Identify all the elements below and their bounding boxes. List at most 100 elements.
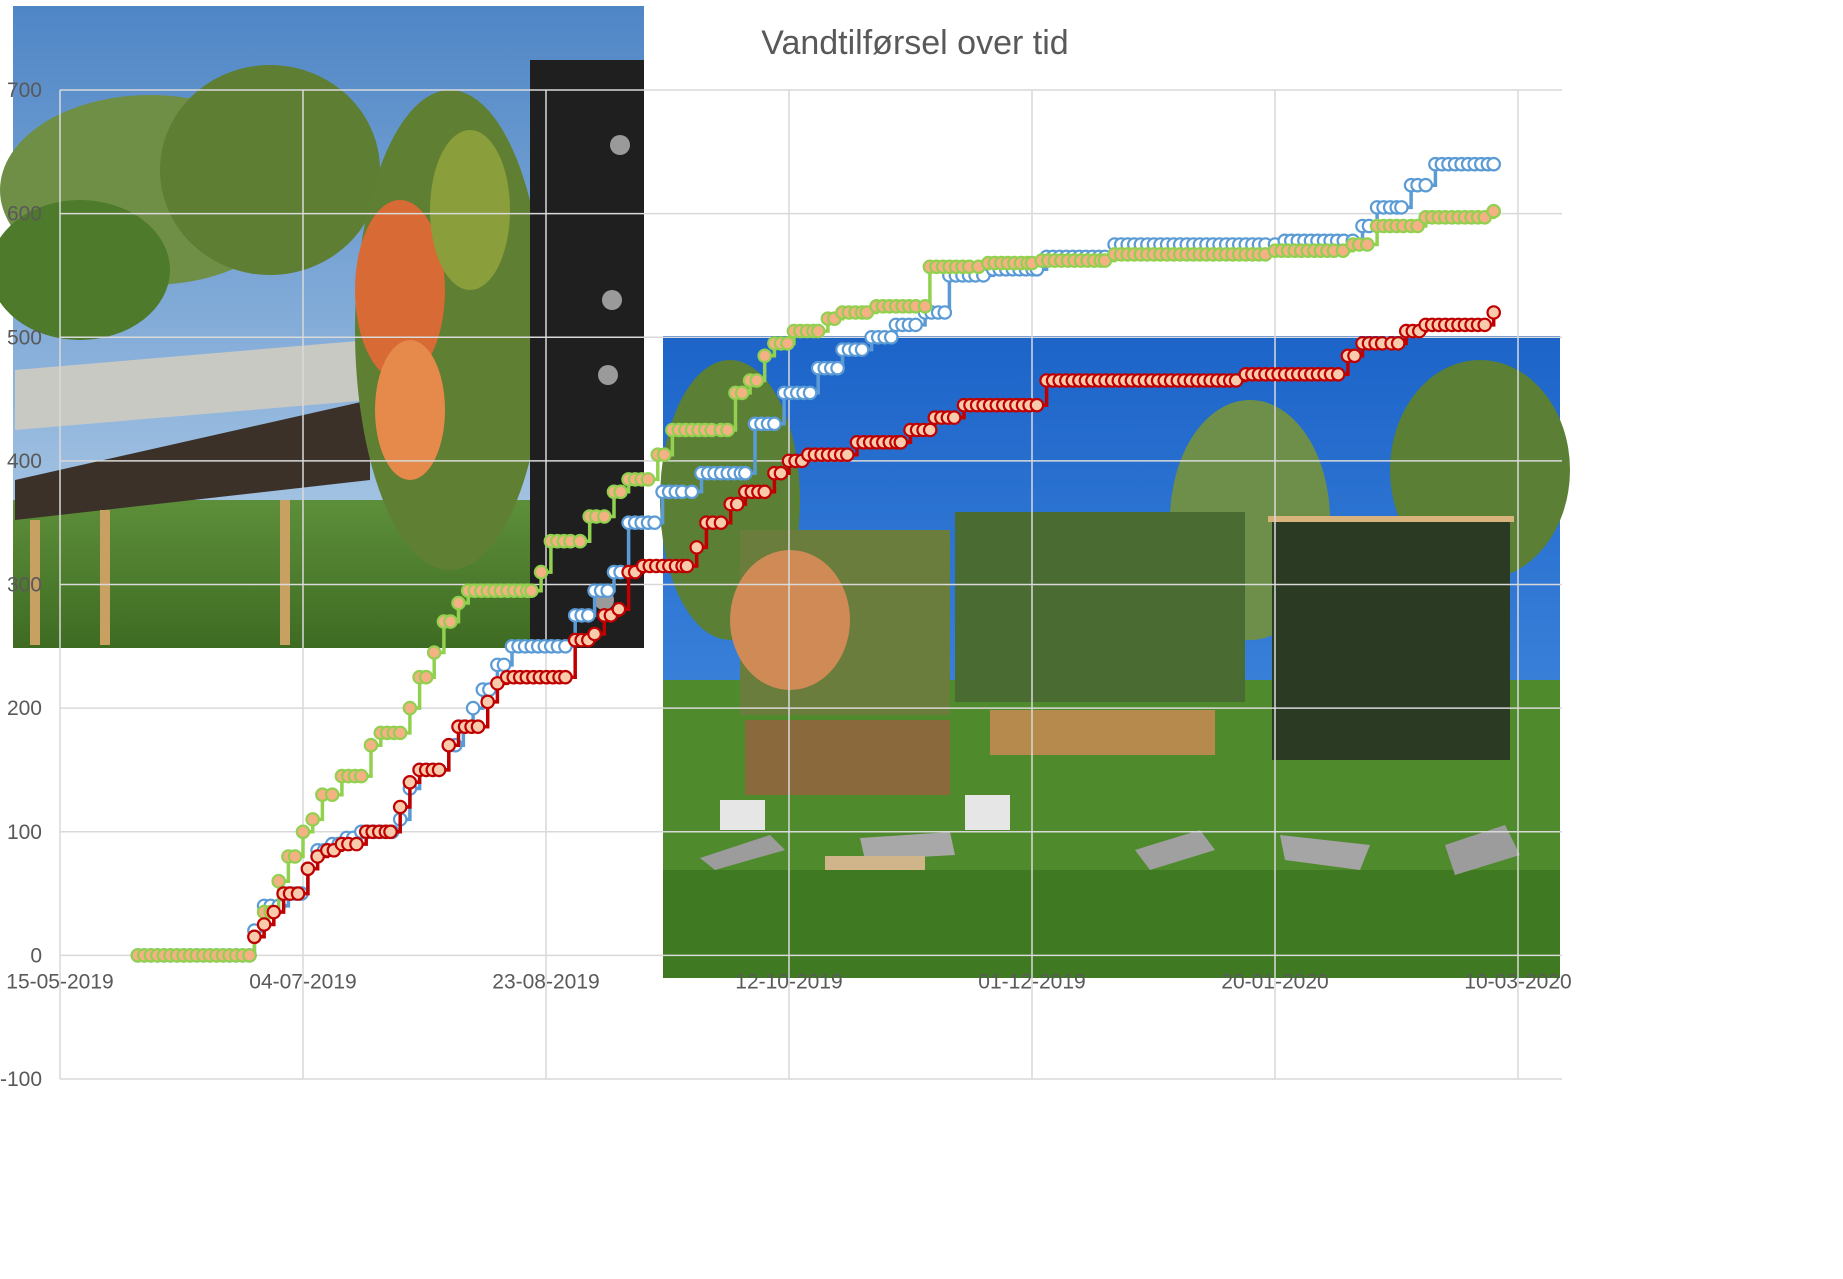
data-point xyxy=(558,669,573,685)
data-point xyxy=(893,434,909,450)
data-point xyxy=(1477,317,1492,333)
data-point xyxy=(363,737,379,753)
data-point xyxy=(402,774,418,790)
data-point xyxy=(349,836,364,852)
data-point xyxy=(426,645,442,660)
data-point xyxy=(757,484,772,500)
data-point xyxy=(720,422,735,438)
y-tick-label: 600 xyxy=(7,203,42,226)
data-point xyxy=(679,558,695,574)
data-point xyxy=(767,416,782,432)
data-point xyxy=(802,385,818,401)
data-point xyxy=(295,824,311,840)
data-point xyxy=(287,849,303,864)
data-point xyxy=(1394,200,1409,215)
data-point xyxy=(572,533,588,549)
plot-area xyxy=(130,156,1501,963)
data-point xyxy=(383,824,398,840)
data-point xyxy=(1418,177,1433,193)
x-tick-label: 12-10-2019 xyxy=(735,970,842,993)
chart-title: Vandtilførsel over tid xyxy=(761,24,1068,62)
data-point xyxy=(1486,156,1501,172)
data-point xyxy=(1029,397,1045,413)
data-point xyxy=(773,465,789,481)
data-point xyxy=(443,614,458,629)
data-point xyxy=(684,484,700,500)
data-point xyxy=(480,694,495,710)
data-point xyxy=(780,336,795,351)
data-point xyxy=(613,484,628,500)
data-point xyxy=(1330,366,1346,382)
data-point xyxy=(839,447,855,462)
data-point xyxy=(689,540,704,555)
data-point xyxy=(734,385,750,401)
data-point xyxy=(353,768,369,784)
data-point xyxy=(883,329,899,345)
data-point xyxy=(757,348,772,364)
series-2 xyxy=(247,305,1501,945)
y-tick-label: 300 xyxy=(7,574,42,597)
data-point xyxy=(922,422,938,438)
data-point xyxy=(854,342,870,357)
x-tick-label: 01-12-2019 xyxy=(978,970,1085,993)
data-point xyxy=(908,317,923,333)
data-point xyxy=(1410,218,1425,234)
data-point xyxy=(937,305,953,320)
y-axis: -100 0 100 200 300 400 500 600 700 xyxy=(0,79,42,1091)
data-point xyxy=(242,948,257,963)
data-point xyxy=(587,626,602,642)
data-point xyxy=(640,472,656,487)
data-point xyxy=(1347,348,1362,364)
y-tick-label: 500 xyxy=(7,326,42,349)
x-tick-label: 10-03-2020 xyxy=(1464,970,1571,993)
data-point xyxy=(247,929,262,945)
data-point xyxy=(1360,237,1375,252)
x-tick-label: 04-07-2019 xyxy=(249,970,356,993)
data-point xyxy=(431,762,447,778)
data-point xyxy=(533,564,549,580)
data-point xyxy=(271,873,286,889)
series-1 xyxy=(130,203,1501,963)
data-point xyxy=(290,886,306,901)
data-point xyxy=(465,700,481,716)
data-point xyxy=(470,719,486,734)
data-point xyxy=(524,583,539,598)
x-tick-label: 23-08-2019 xyxy=(492,970,599,993)
garden-photo-right xyxy=(660,336,1570,978)
data-point xyxy=(451,595,466,611)
data-point xyxy=(737,465,753,481)
data-point xyxy=(392,725,408,741)
data-point xyxy=(580,608,596,623)
data-point xyxy=(441,737,457,753)
x-tick-label: 20-01-2020 xyxy=(1221,970,1328,993)
data-point xyxy=(324,787,340,802)
data-point xyxy=(600,583,615,598)
data-point xyxy=(749,373,764,388)
data-point xyxy=(713,515,729,530)
data-point xyxy=(647,515,662,530)
data-point xyxy=(656,447,672,462)
y-tick-label: -100 xyxy=(0,1068,42,1091)
data-point xyxy=(300,861,316,877)
data-point xyxy=(256,917,272,932)
data-point xyxy=(496,657,512,673)
data-point xyxy=(810,323,826,339)
y-tick-label: 0 xyxy=(30,944,42,967)
data-point xyxy=(729,496,745,512)
data-point xyxy=(830,360,845,376)
y-tick-label: 400 xyxy=(7,450,42,473)
data-point xyxy=(418,669,434,685)
y-tick-label: 700 xyxy=(7,79,42,102)
data-point xyxy=(1486,203,1501,219)
x-tick-label: 15-05-2019 xyxy=(6,970,113,993)
data-point xyxy=(1390,336,1406,351)
data-point xyxy=(946,410,962,425)
data-point xyxy=(402,700,418,716)
data-point xyxy=(917,298,933,314)
garden-photo-left xyxy=(0,6,644,648)
y-tick-label: 200 xyxy=(7,697,42,720)
data-point xyxy=(392,799,408,815)
data-point xyxy=(596,509,612,524)
data-point xyxy=(611,601,627,617)
